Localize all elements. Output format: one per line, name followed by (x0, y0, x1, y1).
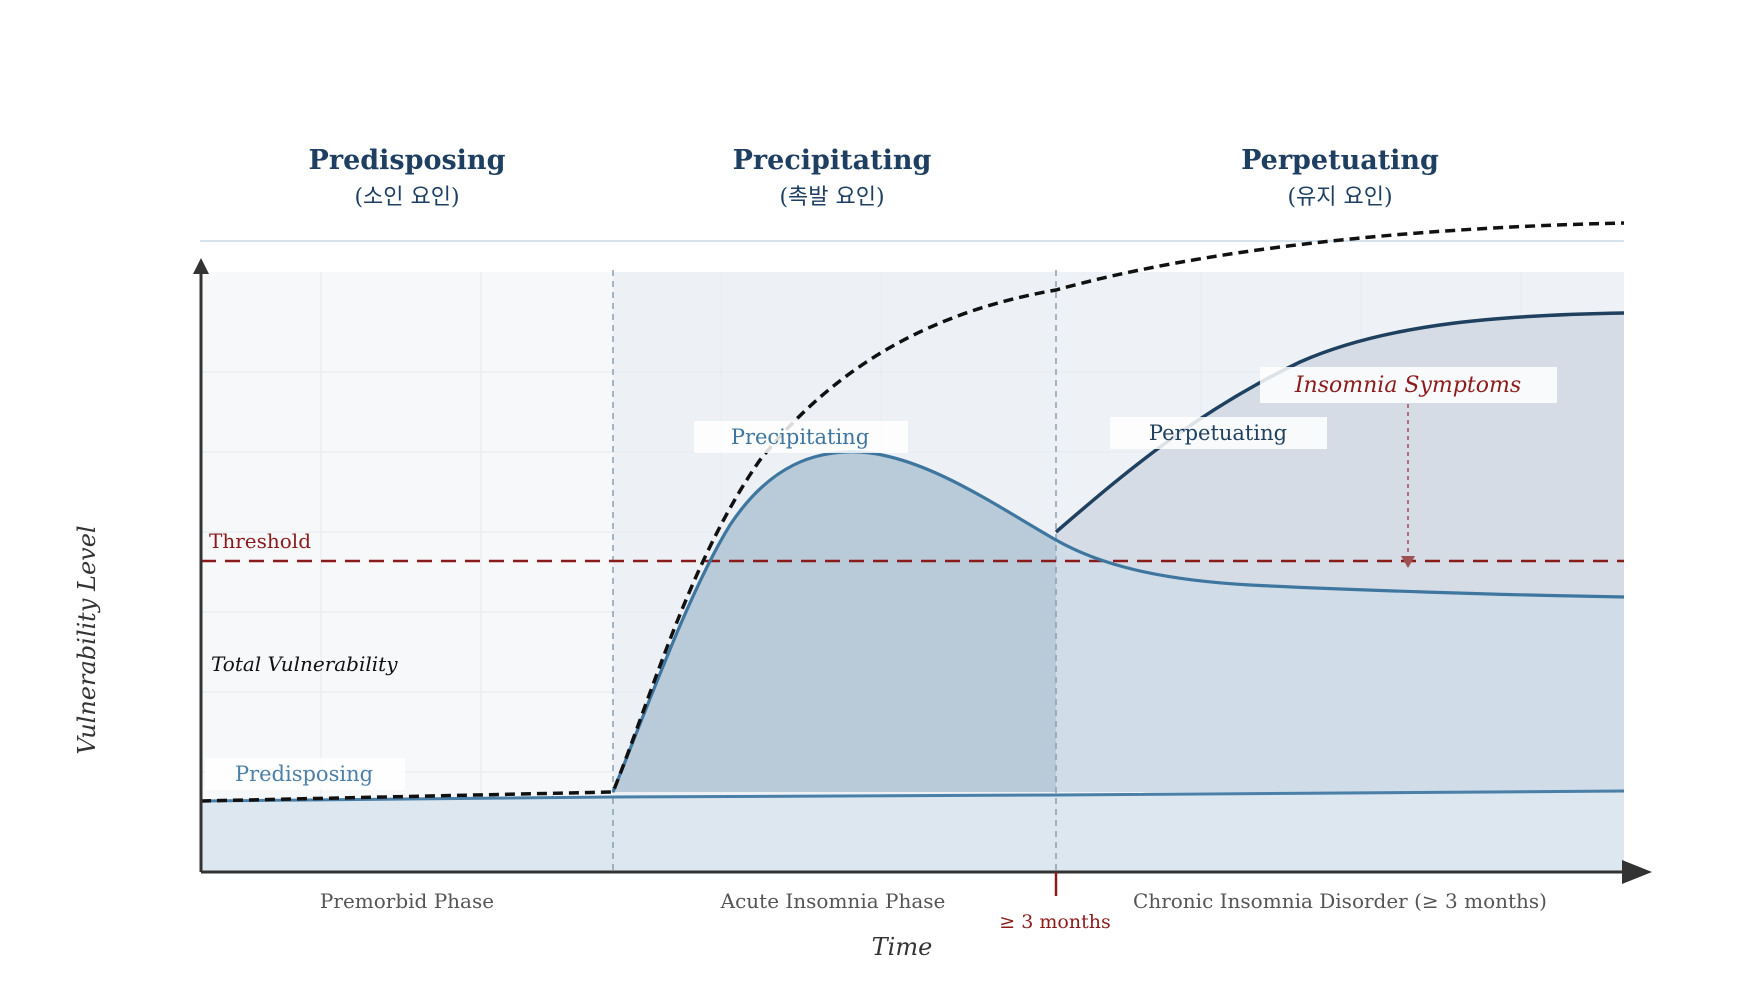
predisposing-area (201, 791, 1624, 872)
header-precipitating-subtitle: (촉발 요인) (779, 185, 884, 210)
perpetuating-label-box (1110, 417, 1327, 449)
phase-label-premorbid: Premorbid Phase (320, 889, 494, 913)
header-perpetuating-subtitle: (유지 요인) (1287, 185, 1392, 210)
total-vulnerability-label: Total Vulnerability (211, 652, 398, 676)
perpetuating-label: Perpetuating (1149, 421, 1287, 445)
header-predisposing-subtitle: (소인 요인) (354, 185, 459, 210)
y-axis-arrow (193, 258, 209, 274)
precipitating-label: Precipitating (731, 425, 869, 449)
header-predisposing-title: Predisposing (309, 145, 506, 176)
x-axis-label: Time (872, 933, 933, 961)
insomnia-symptoms-label: Insomnia Symptoms (1294, 373, 1521, 398)
predisposing-curve (200, 789, 1625, 803)
x-axis-arrow (1622, 860, 1652, 884)
three-month-marker-label: ≥ 3 months (999, 911, 1110, 933)
threshold-label: Threshold (209, 529, 311, 553)
precipitating-curve (611, 450, 1625, 793)
header-perpetuating-title: Perpetuating (1241, 145, 1439, 176)
predisposing-label-box (205, 758, 405, 790)
phase-label-acute: Acute Insomnia Phase (720, 889, 946, 913)
header-precipitating-title: Precipitating (733, 145, 932, 176)
y-axis-label: Vulnerability Level (73, 525, 101, 754)
phase-label-chronic: Chronic Insomnia Disorder (≥ 3 months) (1133, 889, 1547, 913)
insomnia-symptoms-label-box (1260, 367, 1557, 403)
precipitating-label-box (694, 421, 908, 453)
predisposing-label: Predisposing (235, 762, 373, 786)
chronic-persisting-area (1056, 540, 1624, 792)
symptoms-pointer-arrowhead (1401, 556, 1415, 568)
total-vulnerability-curve (200, 221, 1625, 803)
perpetuating-curve (1054, 311, 1625, 534)
